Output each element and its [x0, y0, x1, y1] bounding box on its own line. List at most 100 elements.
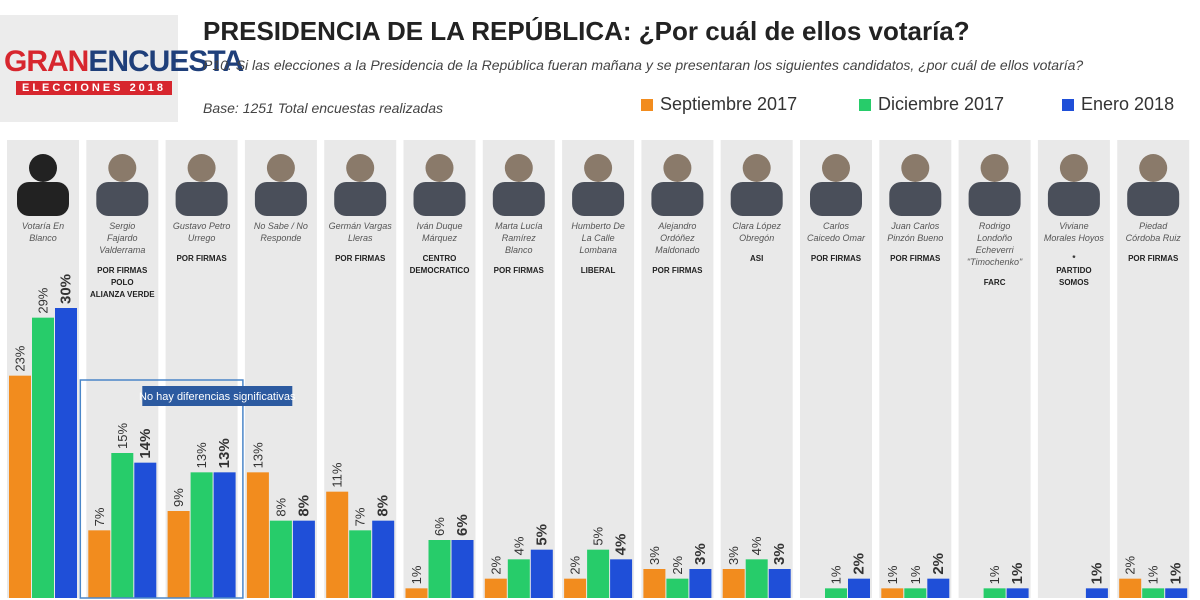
column-background	[879, 140, 952, 598]
candidate-name: Piedad	[1139, 221, 1168, 231]
bar-septiembre-2017	[405, 588, 428, 598]
bar-diciembre-2017	[32, 317, 54, 598]
bar-diciembre-2017	[111, 453, 134, 598]
candidate-name: Sergio	[109, 221, 135, 231]
candidate-photo-body	[968, 182, 1021, 216]
candidate-photo-head	[108, 154, 137, 182]
data-label: 2%	[670, 555, 685, 574]
candidate-name: Blanco	[505, 245, 533, 255]
party-label: POR FIRMAS	[1128, 254, 1179, 263]
candidate-photo-body	[17, 182, 69, 216]
data-label: 1%	[1168, 563, 1185, 585]
candidate-name: Alejandro	[657, 221, 696, 231]
candidate-photo-head	[901, 154, 930, 182]
bar-septiembre-2017	[643, 569, 666, 598]
bar-enero-2018	[927, 578, 950, 598]
candidate-photo-body	[889, 182, 942, 216]
bar-diciembre-2017	[666, 578, 689, 598]
candidate-photo-body	[175, 182, 228, 216]
data-label: 8%	[273, 497, 288, 516]
bar-enero-2018	[530, 549, 553, 598]
candidate-photo-head	[584, 154, 613, 182]
candidate-name: Votaría En	[22, 221, 64, 231]
bar-enero-2018	[55, 308, 77, 598]
party-label: LIBERAL	[581, 266, 616, 275]
candidate-photo-head	[504, 154, 533, 182]
data-label: 13%	[216, 438, 233, 468]
party-label: POR FIRMAS	[97, 266, 148, 275]
candidate-name: Pinzón Bueno	[887, 233, 943, 243]
data-label: 15%	[115, 423, 130, 449]
data-label: 6%	[432, 517, 447, 536]
legend-label: Septiembre 2017	[660, 94, 798, 114]
candidate-photo-body	[810, 182, 862, 216]
candidate-name: La Calle	[582, 233, 615, 243]
candidate-name: Iván Duque	[416, 221, 462, 231]
candidate-name: Maldonado	[655, 245, 700, 255]
candidate-name: Humberto De	[571, 221, 625, 231]
candidate-name: Obregón	[739, 233, 774, 243]
page-title: PRESIDENCIA DE LA REPÚBLICA: ¿Por cuál d…	[203, 16, 970, 46]
candidate-name: Córdoba Ruiz	[1126, 233, 1182, 243]
data-label: 5%	[591, 526, 606, 545]
candidate-name: Clara López	[732, 221, 781, 231]
legend-swatch	[859, 98, 871, 111]
candidate-photo-body	[254, 182, 307, 216]
base-text: Base: 1251 Total encuestas realizadas	[203, 100, 443, 116]
candidate-name: Urrego	[188, 233, 216, 243]
bar-diciembre-2017	[428, 540, 451, 598]
bar-diciembre-2017	[587, 549, 610, 598]
data-label: 2%	[568, 555, 583, 574]
bar-septiembre-2017	[1119, 578, 1142, 598]
party-label: POR FIRMAS	[335, 254, 386, 263]
bar-enero-2018	[1165, 588, 1188, 598]
bar-enero-2018	[689, 569, 712, 598]
question-text: P10. Si las elecciones a la Presidencia …	[203, 57, 1084, 73]
party-label: CENTRO	[423, 254, 457, 263]
candidate-photo-body	[334, 182, 387, 216]
annotation-box	[79, 379, 244, 599]
candidate-name: Ordóñez	[660, 233, 695, 243]
legend-label: Enero 2018	[1081, 94, 1175, 114]
party-label: POR FIRMAS	[811, 254, 862, 263]
bar-septiembre-2017	[722, 569, 745, 598]
candidate-photo-head	[1139, 154, 1168, 182]
bar-septiembre-2017	[881, 588, 904, 598]
party-label: PARTIDO	[1056, 266, 1091, 275]
data-label: 2%	[930, 553, 947, 575]
bar-septiembre-2017	[167, 511, 190, 598]
data-label: 1%	[409, 565, 424, 584]
bar-septiembre-2017	[564, 578, 587, 598]
candidate-name: Carlos	[823, 221, 850, 231]
bar-septiembre-2017	[484, 578, 507, 598]
data-label: 13%	[250, 442, 265, 468]
data-label: 3%	[726, 546, 741, 565]
candidate-name: Germán Vargas	[329, 221, 393, 231]
bar-septiembre-2017	[326, 491, 349, 598]
data-label: 4%	[749, 536, 764, 555]
candidate-photo-head	[425, 154, 454, 182]
party-label: POR FIRMAS	[176, 254, 227, 263]
candidate-photo-body	[1047, 182, 1100, 216]
candidate-name: Echeverri	[976, 245, 1015, 255]
data-label: 7%	[353, 507, 368, 526]
candidate-photo-head	[29, 154, 57, 182]
bar-septiembre-2017	[246, 472, 269, 598]
candidate-photo-head	[663, 154, 692, 182]
legend-item-enero: Enero 2018	[1062, 94, 1174, 115]
candidate-photo-head	[822, 154, 850, 182]
data-label: 6%	[454, 514, 471, 536]
data-label: 23%	[13, 345, 28, 371]
candidate-name: Responde	[260, 233, 301, 243]
candidate-name: Valderrama	[99, 245, 145, 255]
legend-label: Diciembre 2017	[878, 94, 1005, 114]
data-label: 29%	[36, 287, 51, 313]
bar-enero-2018	[134, 462, 157, 598]
data-label: 8%	[375, 495, 392, 517]
candidate-name: Márquez	[422, 233, 458, 243]
data-label: 1%	[987, 565, 1002, 584]
data-label: 3%	[692, 543, 709, 565]
bar-diciembre-2017	[983, 588, 1006, 598]
bar-enero-2018	[610, 559, 633, 598]
candidate-name: Lombana	[579, 245, 617, 255]
